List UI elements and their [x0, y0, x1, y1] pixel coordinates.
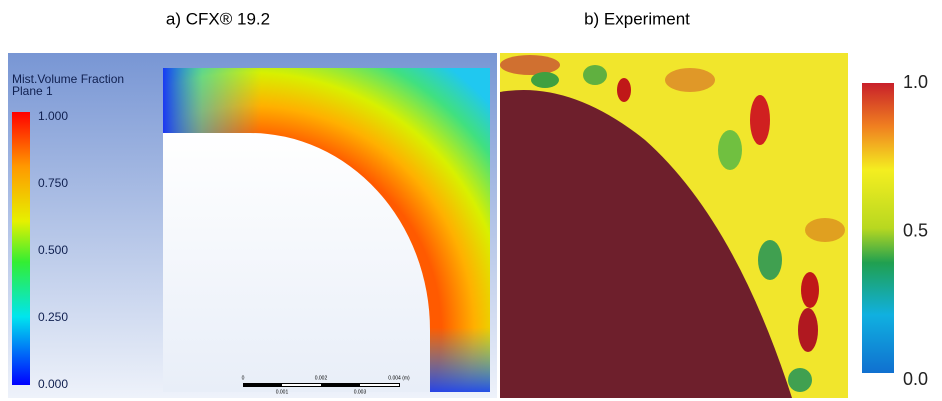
legend-subtitle: Plane 1: [12, 84, 53, 98]
spot: [531, 72, 559, 88]
spot: [583, 65, 607, 85]
spot: [665, 68, 715, 92]
colorbar-tick-label: 1.0: [903, 72, 928, 92]
scale-bar-label: 0: [242, 375, 245, 381]
spot: [500, 55, 560, 75]
spot: [788, 368, 812, 392]
scale-bar-segment: [360, 384, 399, 386]
colorbar-tick-label: 0.750: [38, 176, 68, 190]
scale-bar-label: 0.002: [315, 375, 328, 381]
colorbar-tick-label: 0.000: [38, 377, 68, 391]
scale-bar-label: 0.001: [276, 389, 289, 395]
figure: a) CFX® 19.2 b) Experiment Mist.Volume F…: [0, 0, 942, 401]
colorbar: [12, 112, 30, 385]
spot: [801, 272, 819, 308]
colorbar-tick-label: 0.250: [38, 310, 68, 324]
colorbar-tick-label: 0.500: [38, 243, 68, 257]
panel-title: a) CFX® 19.2: [166, 9, 270, 28]
spot: [617, 78, 631, 102]
spot: [758, 240, 782, 280]
colorbar-tick-label: 0.5: [903, 220, 928, 240]
scale-bar-segment: [282, 384, 321, 386]
scale-bar-label: 0.004 (m): [388, 375, 410, 381]
scale-bar-label: 0.003: [354, 389, 367, 395]
spot: [798, 308, 818, 352]
spot: [718, 130, 742, 170]
colorbar: [862, 83, 894, 373]
spot: [750, 95, 770, 145]
panel-title: b) Experiment: [584, 9, 690, 28]
colorbar-tick-label: 1.000: [38, 109, 68, 123]
colorbar-tick-label: 0.0: [903, 369, 928, 389]
spot: [805, 218, 845, 242]
